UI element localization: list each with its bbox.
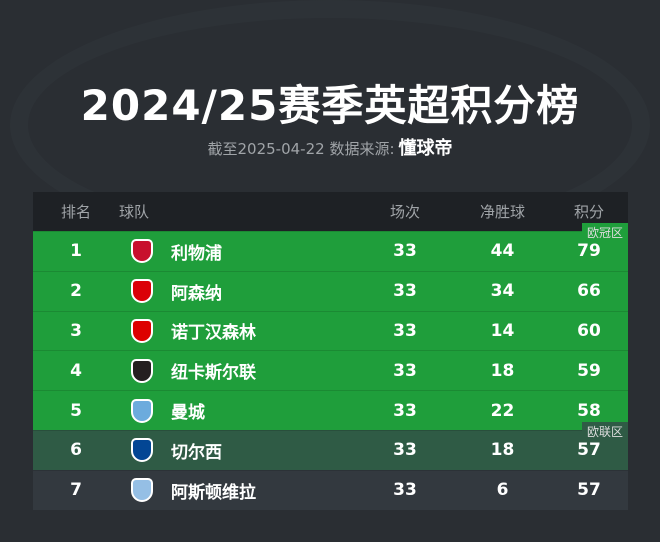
page-title: 2024/25赛季英超积分榜 xyxy=(80,81,580,130)
goal-difference: 14 xyxy=(490,320,515,341)
team-name: 诺丁汉森林 xyxy=(171,323,256,344)
man-city-crest-icon xyxy=(131,398,153,423)
arsenal-crest-icon xyxy=(131,279,153,304)
goal-difference: 22 xyxy=(490,400,515,421)
crest-cell xyxy=(119,239,165,264)
team-name: 纽卡斯尔联 xyxy=(171,363,256,384)
liverpool-crest-icon xyxy=(131,239,153,264)
table-row[interactable]: 5 曼城 33 22 58 xyxy=(33,390,628,430)
table-row[interactable]: 3 诺丁汉森林 33 14 60 xyxy=(33,310,628,351)
team-name: 利物浦 xyxy=(171,243,222,264)
rank: 2 xyxy=(70,281,82,302)
nottingham-forest-crest-icon xyxy=(131,318,153,343)
played: 33 xyxy=(393,480,417,501)
crest-cell xyxy=(119,279,165,304)
header-team: 球队 xyxy=(119,203,150,221)
table-header: 排名 球队 场次 净胜球 积分 xyxy=(33,192,628,231)
team-name: 阿斯顿维拉 xyxy=(171,482,256,503)
zone-label-uel: 欧联区 xyxy=(581,421,628,441)
points: 79 xyxy=(577,241,601,262)
header-points: 积分 xyxy=(573,203,604,221)
table-row[interactable]: 6 切尔西 33 18 57 欧联区 xyxy=(33,421,628,470)
points: 57 xyxy=(577,480,601,501)
rank: 5 xyxy=(70,400,82,421)
table-row[interactable]: 2 阿森纳 33 34 66 xyxy=(33,270,628,311)
goal-difference: 44 xyxy=(490,241,515,262)
header-gd: 净胜球 xyxy=(479,203,525,221)
goal-difference: 18 xyxy=(490,440,515,461)
source-brand: 懂球帝 xyxy=(398,138,453,159)
goal-difference: 18 xyxy=(490,360,515,381)
standings-table: 排名 球队 场次 净胜球 积分 1 利物浦 33 44 79 欧冠区 2 阿森纳 3… xyxy=(33,192,628,510)
zone-label-ucl: 欧冠区 xyxy=(581,223,628,242)
points: 57 xyxy=(577,440,601,461)
goal-difference: 6 xyxy=(496,480,509,501)
played: 33 xyxy=(393,400,417,421)
rank: 3 xyxy=(70,320,82,341)
rank: 4 xyxy=(70,360,82,381)
rank: 1 xyxy=(70,241,82,262)
data-date-source: 截至2025-04-22 数据来源: xyxy=(207,140,395,158)
played: 33 xyxy=(393,440,417,461)
crest-cell xyxy=(119,398,165,423)
rank: 6 xyxy=(70,440,82,461)
crest-cell xyxy=(119,438,165,463)
subtitle: 截至2025-04-22 数据来源: 懂球帝 xyxy=(0,134,660,160)
points: 58 xyxy=(577,400,601,421)
header-played: 场次 xyxy=(389,203,420,221)
table-row[interactable]: 1 利物浦 33 44 79 欧冠区 xyxy=(33,223,628,271)
team-name: 阿森纳 xyxy=(171,283,222,304)
played: 33 xyxy=(393,320,417,341)
team-name: 切尔西 xyxy=(171,442,222,463)
crest-cell xyxy=(119,318,165,343)
played: 33 xyxy=(393,281,417,302)
table-body: 1 利物浦 33 44 79 欧冠区 2 阿森纳 33 34 66 3 诺丁汉森林 3… xyxy=(33,223,628,510)
points: 60 xyxy=(577,320,601,341)
team-name: 曼城 xyxy=(171,403,205,424)
table-row[interactable]: 7 阿斯顿维拉 33 6 57 xyxy=(33,469,628,510)
goal-difference: 34 xyxy=(490,281,515,302)
crest-cell xyxy=(119,478,165,503)
points: 66 xyxy=(577,281,601,302)
table-row[interactable]: 4 纽卡斯尔联 33 18 59 xyxy=(33,350,628,391)
played: 33 xyxy=(393,241,417,262)
points: 59 xyxy=(577,360,601,381)
chelsea-crest-icon xyxy=(131,438,153,463)
newcastle-crest-icon xyxy=(131,358,153,383)
header-rank: 排名 xyxy=(60,203,91,221)
aston-villa-crest-icon xyxy=(131,478,153,503)
crest-cell xyxy=(119,358,165,383)
played: 33 xyxy=(393,360,417,381)
rank: 7 xyxy=(70,480,82,501)
